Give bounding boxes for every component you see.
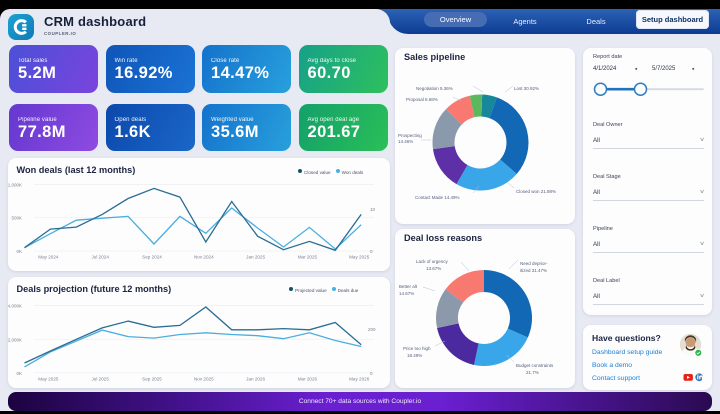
svg-text:2,000K: 2,000K — [8, 338, 22, 343]
svg-text:Price too high: Price too high — [403, 346, 431, 351]
svg-text:Jul 2024: Jul 2024 — [92, 255, 110, 260]
svg-text:Better alt: Better alt — [399, 284, 418, 289]
svg-text:0: 0 — [370, 371, 373, 376]
svg-text:itized 31.47%: itized 31.47% — [520, 268, 547, 273]
svg-text:0K: 0K — [16, 371, 22, 376]
svg-text:14.46%: 14.46% — [398, 139, 413, 144]
svg-text:Sep 2024: Sep 2024 — [142, 255, 162, 260]
svg-text:Need deprior-: Need deprior- — [520, 261, 548, 266]
svg-text:13.67%: 13.67% — [426, 266, 441, 271]
svg-text:May 2025: May 2025 — [349, 255, 370, 260]
svg-text:18.49%: 18.49% — [407, 353, 422, 358]
svg-text:21.7%: 21.7% — [526, 370, 539, 375]
svg-text:10: 10 — [370, 207, 376, 212]
svg-text:May 2024: May 2024 — [38, 255, 59, 260]
svg-text:Proposal 6.68%: Proposal 6.68% — [406, 97, 438, 102]
svg-text:Prospecting: Prospecting — [398, 133, 422, 138]
svg-text:Contact Made 14.49%: Contact Made 14.49% — [415, 195, 460, 200]
svg-text:Closed won 21.88%: Closed won 21.88% — [516, 189, 556, 194]
svg-text:500K: 500K — [11, 216, 22, 221]
svg-text:Sep 2025: Sep 2025 — [142, 377, 162, 382]
svg-text:Jan 2025: Jan 2025 — [246, 255, 265, 260]
svg-text:May 2026: May 2026 — [349, 377, 370, 382]
svg-text:Lack of urgency: Lack of urgency — [416, 259, 449, 264]
svg-text:Jul 2025: Jul 2025 — [92, 377, 110, 382]
svg-text:Nov 2024: Nov 2024 — [194, 255, 214, 260]
svg-text:Lost 30.92%: Lost 30.92% — [514, 86, 539, 91]
svg-text:Negotiation 5.36%: Negotiation 5.36% — [416, 86, 453, 91]
svg-text:14.67%: 14.67% — [399, 291, 414, 296]
svg-text:4,000K: 4,000K — [8, 303, 22, 308]
svg-text:Mar 2026: Mar 2026 — [298, 377, 318, 382]
svg-text:0K: 0K — [16, 249, 22, 254]
svg-text:Mar 2025: Mar 2025 — [298, 255, 318, 260]
svg-text:May 2025: May 2025 — [38, 377, 59, 382]
svg-text:200: 200 — [368, 327, 376, 332]
svg-text:Jan 2026: Jan 2026 — [246, 377, 265, 382]
svg-text:Budget constraints: Budget constraints — [516, 363, 554, 368]
svg-text:0: 0 — [370, 249, 373, 254]
svg-text:1,000K: 1,000K — [8, 183, 22, 188]
svg-text:Nov 2025: Nov 2025 — [194, 377, 214, 382]
